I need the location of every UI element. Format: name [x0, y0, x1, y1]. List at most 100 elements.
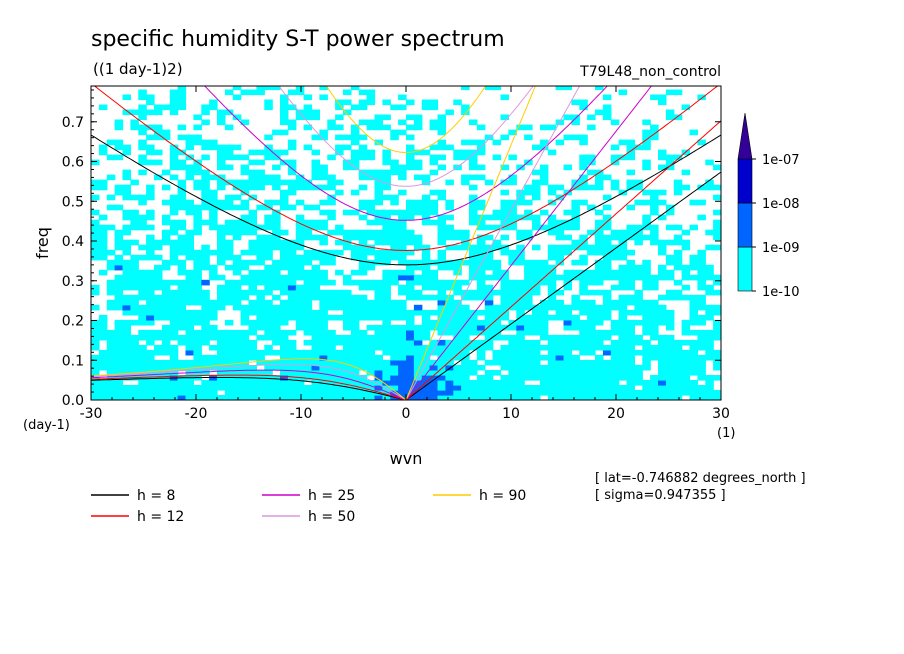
power-cell — [484, 319, 494, 326]
power-cell — [421, 324, 431, 331]
power-cell — [429, 104, 439, 111]
power-cell — [240, 319, 250, 326]
power-cell — [358, 259, 368, 266]
power-cell — [539, 299, 549, 306]
power-cell — [571, 395, 580, 400]
power-cell — [398, 274, 407, 281]
power-cell — [91, 344, 100, 351]
power-cell — [681, 229, 691, 236]
power-cell — [98, 229, 108, 236]
power-cell — [587, 319, 596, 326]
power-cell — [319, 309, 328, 316]
power-cell — [382, 380, 391, 386]
power-cell — [602, 385, 612, 391]
power-cell — [358, 249, 368, 256]
power-cell — [681, 264, 691, 271]
power-cell — [445, 309, 454, 316]
power-cell — [217, 304, 226, 311]
power-cell — [350, 244, 360, 251]
power-cell — [224, 395, 234, 400]
power-cell — [382, 214, 391, 221]
power-cell — [658, 149, 667, 156]
power-cell — [579, 375, 588, 381]
power-cell — [413, 239, 423, 246]
power-cell — [547, 344, 557, 351]
power-cell — [264, 279, 273, 286]
power-cell — [287, 344, 297, 351]
power-cell — [358, 119, 368, 126]
power-cell — [350, 319, 360, 326]
power-cell — [689, 294, 698, 301]
power-cell — [398, 289, 407, 296]
power-cell — [532, 349, 541, 356]
power-cell — [508, 349, 517, 356]
power-cell — [658, 189, 667, 196]
power-cell — [201, 219, 210, 226]
power-cell — [122, 390, 131, 396]
power-cell — [193, 114, 202, 121]
power-cell — [185, 324, 194, 331]
power-cell — [713, 395, 721, 400]
power-cell — [476, 284, 486, 291]
power-cell — [697, 264, 706, 271]
power-cell — [106, 390, 116, 396]
power-cell — [161, 129, 171, 136]
power-cell — [217, 149, 226, 156]
power-cell — [595, 289, 604, 296]
power-cell — [280, 359, 289, 366]
power-cell — [658, 314, 667, 321]
power-cell — [555, 344, 565, 351]
power-cell — [413, 234, 423, 241]
power-cell — [303, 299, 313, 306]
power-cell — [287, 380, 297, 386]
power-cell — [429, 309, 439, 316]
power-cell — [500, 289, 509, 296]
power-cell — [161, 234, 171, 241]
power-cell — [602, 234, 612, 241]
power-cell — [429, 99, 439, 106]
power-cell — [705, 390, 714, 396]
power-cell — [240, 219, 250, 226]
power-cell — [350, 380, 360, 386]
power-cell — [390, 339, 399, 346]
power-cell — [555, 359, 565, 366]
power-cell — [327, 209, 336, 216]
power-cell — [437, 154, 446, 161]
power-cell — [122, 109, 131, 116]
power-cell — [256, 319, 265, 326]
power-cell — [563, 354, 572, 361]
power-cell — [280, 344, 289, 351]
power-cell — [358, 314, 368, 321]
power-cell — [539, 370, 549, 376]
power-cell — [114, 364, 124, 371]
colorbar-segment — [737, 246, 753, 292]
power-cell — [413, 114, 423, 121]
power-cell — [437, 129, 446, 136]
power-cell — [437, 189, 446, 196]
power-cell — [547, 375, 557, 381]
power-cell — [272, 390, 281, 396]
power-cell — [169, 370, 179, 376]
power-cell — [169, 199, 179, 206]
power-cell — [508, 294, 517, 301]
power-cell — [154, 329, 163, 336]
power-cell — [311, 395, 320, 400]
power-cell — [650, 375, 659, 381]
power-cell — [98, 329, 108, 336]
power-cell — [232, 234, 242, 241]
power-cell — [358, 89, 368, 96]
power-cell — [122, 274, 131, 281]
power-cell — [201, 370, 210, 376]
power-cell — [492, 269, 502, 276]
power-cell — [280, 244, 289, 251]
power-cell — [319, 344, 328, 351]
y-unit-label: (day-1) — [23, 418, 70, 433]
power-cell — [287, 284, 297, 291]
power-cell — [272, 334, 281, 341]
power-cell — [469, 219, 478, 226]
power-cell — [272, 234, 281, 241]
power-cell — [91, 184, 100, 191]
power-cell — [579, 99, 588, 106]
power-cell — [319, 86, 328, 91]
power-cell — [697, 390, 706, 396]
